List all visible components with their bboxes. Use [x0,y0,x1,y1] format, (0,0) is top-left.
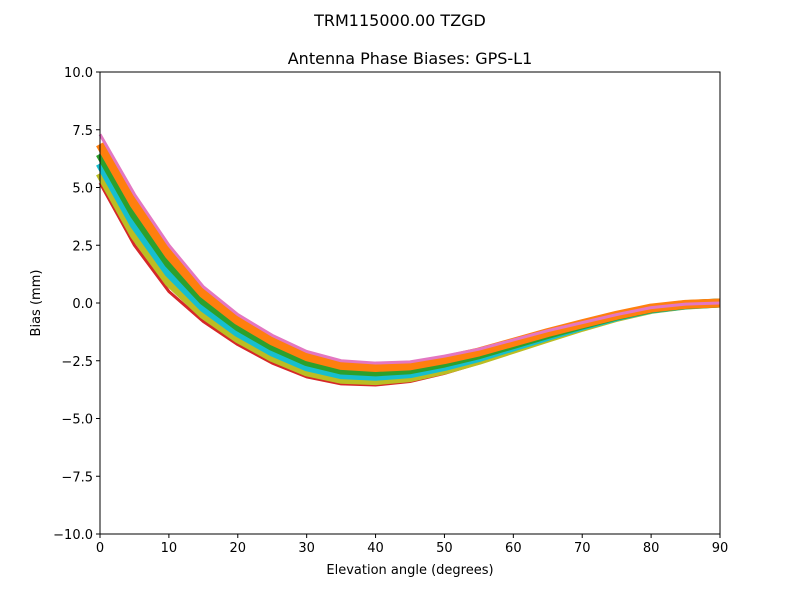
x-tick-label: 10 [161,541,178,556]
series-line-3 [96,151,721,377]
x-tick-label: 0 [96,541,104,556]
series-lines [96,133,721,387]
y-tick-label: −10.0 [53,528,93,543]
x-tick-label: 80 [643,541,660,556]
series-line-2 [96,161,721,381]
chart-title: Antenna Phase Biases: GPS-L1 [288,49,533,68]
x-axis: 0 10 20 30 40 50 60 70 80 90 [96,534,728,556]
y-tick-label: −5.0 [61,413,93,428]
y-tick-label: 10.0 [64,66,93,81]
y-tick-label: −7.5 [61,470,93,485]
x-axis-label: Elevation angle (degrees) [326,563,493,578]
x-tick-label: 30 [298,541,315,556]
y-tick-label: 0.0 [72,297,93,312]
suptitle: TRM115000.00 TZGD [313,11,486,30]
y-axis: −10.0 −7.5 −5.0 −2.5 0.0 2.5 5.0 7.5 10.0 [53,66,100,543]
x-tick-label: 50 [436,541,453,556]
x-tick-label: 20 [230,541,247,556]
series-line-4 [96,141,721,372]
y-axis-label: Bias (mm) [29,270,44,337]
x-tick-label: 40 [367,541,384,556]
y-tick-label: −2.5 [61,355,93,370]
series-line-5 [98,133,721,365]
x-tick-label: 60 [505,541,522,556]
x-tick-label: 90 [712,541,729,556]
x-tick-label: 70 [574,541,591,556]
y-tick-label: 5.0 [72,182,93,197]
y-tick-label: 7.5 [72,124,93,139]
y-tick-label: 2.5 [72,239,93,254]
